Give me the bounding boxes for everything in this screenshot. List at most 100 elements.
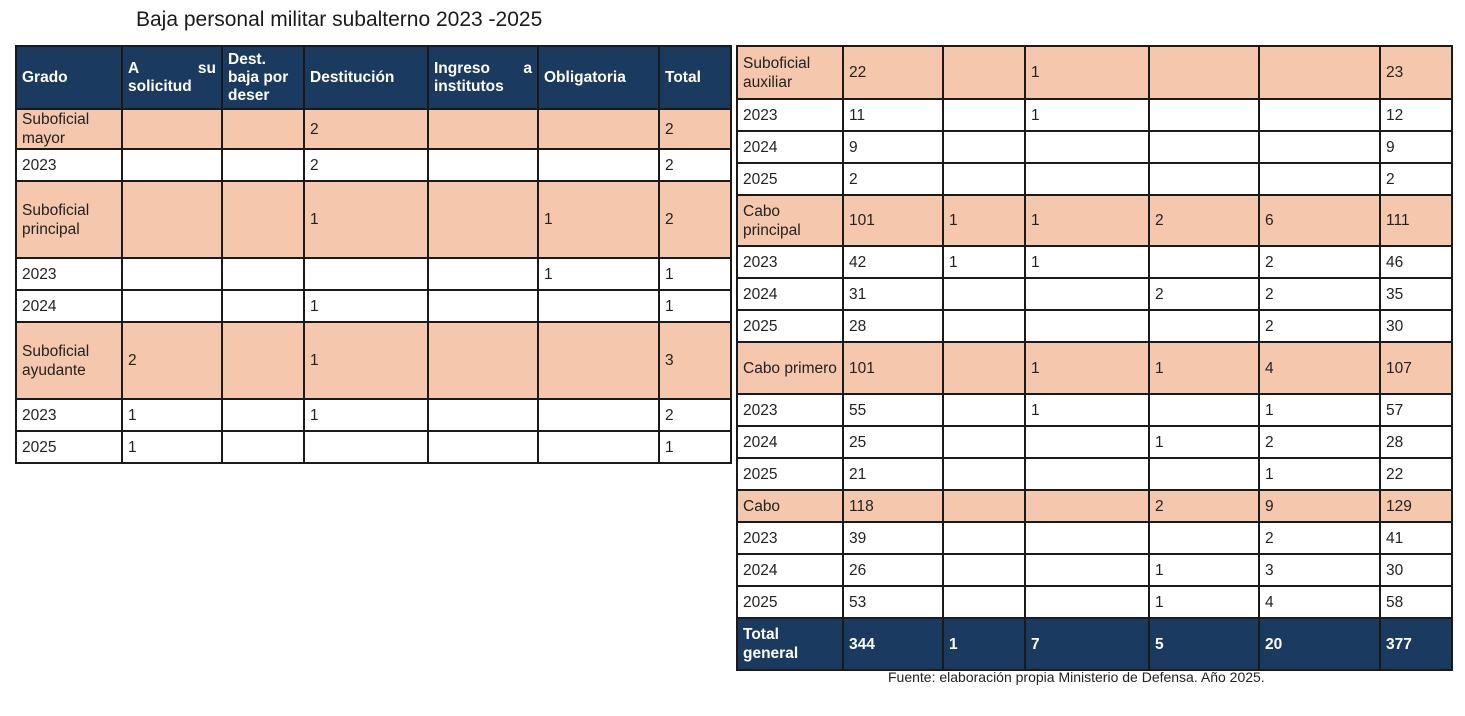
value-cell (1148, 245, 1260, 279)
year-row: 2025 1 1 (15, 430, 732, 464)
value-cell: 2 (1148, 277, 1260, 311)
value-cell: 7 (1024, 617, 1150, 671)
value-cell (221, 257, 305, 291)
value-cell: 3 (1258, 553, 1381, 587)
value-cell (121, 148, 223, 182)
value-cell (427, 289, 539, 323)
value-cell (121, 257, 223, 291)
row-label-cell: 2023 (736, 521, 844, 555)
value-cell: 21 (842, 457, 944, 491)
year-row: 2024 1 1 (15, 289, 732, 323)
value-cell: 1 (1258, 457, 1381, 491)
value-cell: 1 (658, 257, 732, 291)
value-cell: 30 (1379, 309, 1453, 343)
value-cell (942, 277, 1026, 311)
header-ingreso-part1a: Ingreso (434, 59, 490, 77)
value-cell: 1 (1148, 585, 1260, 619)
page-title: Baja personal militar subalterno 2023 -2… (136, 8, 543, 31)
value-cell (221, 321, 305, 400)
value-cell (942, 585, 1026, 619)
value-cell: 2 (1258, 309, 1381, 343)
year-row: 2023 11 1 12 (736, 98, 1453, 132)
value-cell: 1 (303, 289, 429, 323)
year-row: 2024 25 1 2 28 (736, 425, 1453, 459)
value-cell: 1 (1148, 553, 1260, 587)
row-label-cell: 2025 (736, 162, 844, 196)
row-label-cell: 2025 (736, 309, 844, 343)
value-cell (427, 180, 539, 259)
value-cell: 35 (1379, 277, 1453, 311)
right-table: Suboficial auxiliar 22 1 23 2023 11 1 12 2024 9 9 2… (736, 45, 1453, 671)
value-cell (942, 98, 1026, 132)
value-cell (537, 398, 660, 432)
year-row: 2024 26 1 3 30 (736, 553, 1453, 587)
year-row: 2023 39 2 41 (736, 521, 1453, 555)
value-cell (221, 398, 305, 432)
value-cell: 1 (1024, 393, 1150, 427)
value-cell (121, 289, 223, 323)
row-label-cell: 2024 (736, 277, 844, 311)
value-cell: 2 (658, 398, 732, 432)
value-cell: 28 (842, 309, 944, 343)
row-label-cell: 2025 (15, 430, 123, 464)
value-cell (537, 108, 660, 150)
row-label-cell: Cabo (736, 489, 844, 523)
value-cell (427, 398, 539, 432)
value-cell: 9 (842, 130, 944, 164)
value-cell (427, 108, 539, 150)
group-row: Cabo 118 2 9 129 (736, 489, 1453, 523)
value-cell: 107 (1379, 341, 1453, 395)
value-cell (427, 430, 539, 464)
value-cell: 2 (1379, 162, 1453, 196)
value-cell: 22 (842, 45, 944, 100)
row-label-cell: 2024 (736, 425, 844, 459)
value-cell (942, 393, 1026, 427)
group-row: Suboficial ayudante 2 1 3 (15, 321, 732, 400)
value-cell (1148, 130, 1260, 164)
row-label-cell: 2023 (15, 398, 123, 432)
value-cell (1148, 45, 1260, 100)
row-label-cell: 2023 (15, 148, 123, 182)
year-row: 2023 1 1 2 (15, 398, 732, 432)
value-cell (942, 553, 1026, 587)
value-cell: 1 (537, 180, 660, 259)
header-a-su-part1b: su (197, 59, 216, 77)
value-cell (1024, 277, 1150, 311)
header-ingreso-part2: institutos (434, 77, 504, 95)
row-label-cell: Suboficial mayor (15, 108, 123, 150)
value-cell (1258, 98, 1381, 132)
value-cell: 11 (842, 98, 944, 132)
value-cell: 1 (121, 430, 223, 464)
row-label-cell: Suboficial auxiliar (736, 45, 844, 100)
header-ingreso-institutos: Ingreso a institutos (427, 45, 539, 110)
value-cell: 31 (842, 277, 944, 311)
value-cell: 5 (1148, 617, 1260, 671)
value-cell: 1 (658, 430, 732, 464)
value-cell: 118 (842, 489, 944, 523)
value-cell (303, 430, 429, 464)
value-cell: 1 (1024, 245, 1150, 279)
value-cell: 3 (658, 321, 732, 400)
value-cell: 2 (842, 162, 944, 196)
value-cell: 2 (1258, 245, 1381, 279)
value-cell (942, 341, 1026, 395)
value-cell: 1 (1148, 425, 1260, 459)
value-cell: 344 (842, 617, 944, 671)
value-cell: 1 (303, 398, 429, 432)
year-row: 2023 55 1 1 57 (736, 393, 1453, 427)
header-total: Total (658, 45, 732, 110)
value-cell (427, 257, 539, 291)
value-cell (427, 321, 539, 400)
value-cell: 1 (1148, 341, 1260, 395)
value-cell: 1 (303, 321, 429, 400)
value-cell: 2 (1258, 277, 1381, 311)
value-cell: 2 (1258, 425, 1381, 459)
value-cell: 39 (842, 521, 944, 555)
group-row: Cabo principal 101 1 1 2 6 111 (736, 194, 1453, 247)
group-row: Suboficial mayor 2 2 (15, 108, 732, 150)
value-cell (1148, 309, 1260, 343)
header-grado: Grado (15, 45, 123, 110)
row-label-cell: 2023 (736, 98, 844, 132)
